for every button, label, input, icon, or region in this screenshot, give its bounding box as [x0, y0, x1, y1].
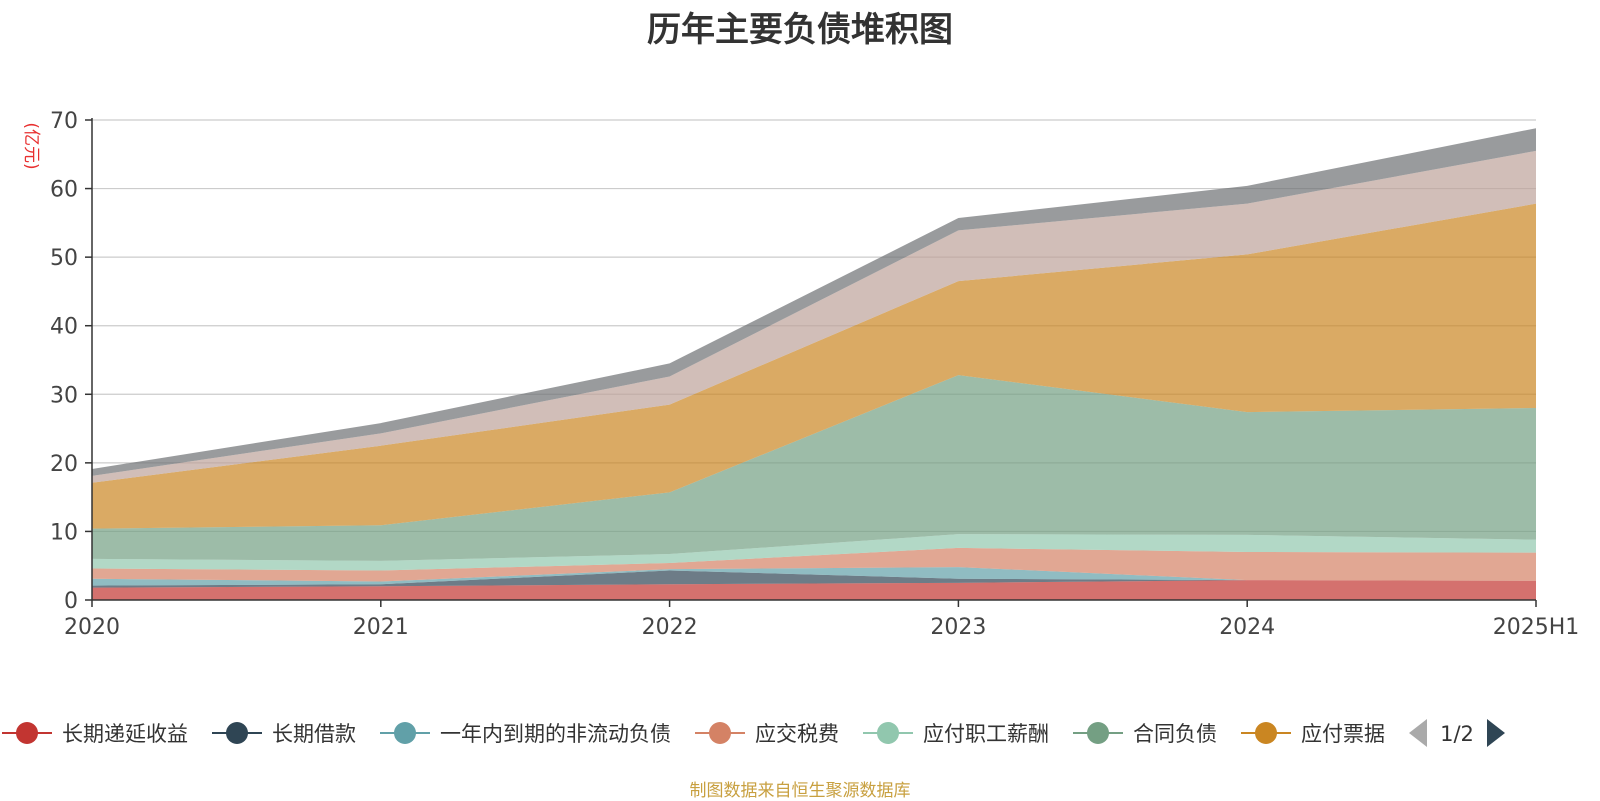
area-series-0[interactable]	[92, 580, 1536, 600]
y-tick-label: 70	[50, 109, 78, 134]
area-series-1[interactable]	[92, 570, 1536, 588]
legend-label: 合同负债	[1133, 722, 1217, 746]
legend-label: 一年内到期的非流动负债	[440, 722, 671, 746]
y-tick-label: 50	[50, 246, 78, 271]
legend-label: 应交税费	[755, 722, 839, 746]
area-series-6[interactable]	[92, 203, 1536, 529]
legend-page-indicator: 1/2	[1440, 722, 1474, 746]
chart-title: 历年主要负债堆积图	[647, 10, 953, 50]
area-series-5[interactable]	[92, 375, 1536, 561]
area-series-4[interactable]	[92, 534, 1536, 571]
legend-marker-icon	[1087, 722, 1109, 744]
x-tick-label: 2020	[64, 615, 120, 640]
legend-item[interactable]: 长期借款	[212, 722, 356, 746]
source-note: 制图数据来自恒生聚源数据库	[689, 781, 911, 801]
y-tick-label: 20	[50, 452, 78, 477]
area-series-8[interactable]	[92, 128, 1536, 476]
legend-item[interactable]: 应交税费	[695, 722, 839, 746]
legend: 长期递延收益 长期借款 一年内到期的非流动负债 应交税费 应付职工薪酬 合同负债 应付票据 1…	[2, 719, 1505, 747]
legend-item[interactable]: 长期递延收益	[2, 722, 188, 746]
legend-item[interactable]: 一年内到期的非流动负债	[380, 722, 671, 746]
legend-marker-icon	[709, 722, 731, 744]
legend-marker-icon	[1255, 722, 1277, 744]
legend-next-page-icon[interactable]	[1487, 719, 1505, 747]
legend-prev-page-icon[interactable]	[1409, 719, 1427, 747]
legend-marker-icon	[16, 722, 38, 744]
y-tick-label: 10	[50, 520, 78, 545]
legend-label: 应付职工薪酬	[923, 722, 1049, 746]
x-tick-label: 2025H1	[1493, 615, 1580, 640]
x-tick-label: 2021	[353, 615, 409, 640]
legend-item[interactable]: 合同负债	[1073, 722, 1217, 746]
stacked-areas	[92, 128, 1536, 600]
legend-marker-icon	[877, 722, 899, 744]
legend-label: 长期借款	[272, 722, 356, 746]
x-tick-label: 2022	[642, 615, 698, 640]
y-tick-label: 0	[64, 589, 78, 614]
legend-marker-icon	[394, 722, 416, 744]
area-series-7[interactable]	[92, 150, 1536, 483]
area-series-2[interactable]	[92, 567, 1536, 586]
y-tick-label: 60	[50, 178, 78, 203]
x-tick-label: 2023	[930, 615, 986, 640]
legend-label: 长期递延收益	[62, 722, 188, 746]
y-tick-label: 30	[50, 383, 78, 408]
y-unit-label: (亿元)	[21, 122, 41, 169]
area-series-3[interactable]	[92, 547, 1536, 582]
legend-label: 应付票据	[1301, 722, 1385, 746]
legend-item[interactable]: 应付票据	[1241, 722, 1385, 746]
y-tick-label: 40	[50, 315, 78, 340]
legend-marker-icon	[226, 722, 248, 744]
axes: 0 10 20 30 40 50 60 70 2020 2021 2022 2023 2024 2025H…	[21, 109, 1579, 640]
x-tick-label: 2024	[1219, 615, 1275, 640]
legend-item[interactable]: 应付职工薪酬	[863, 722, 1049, 746]
